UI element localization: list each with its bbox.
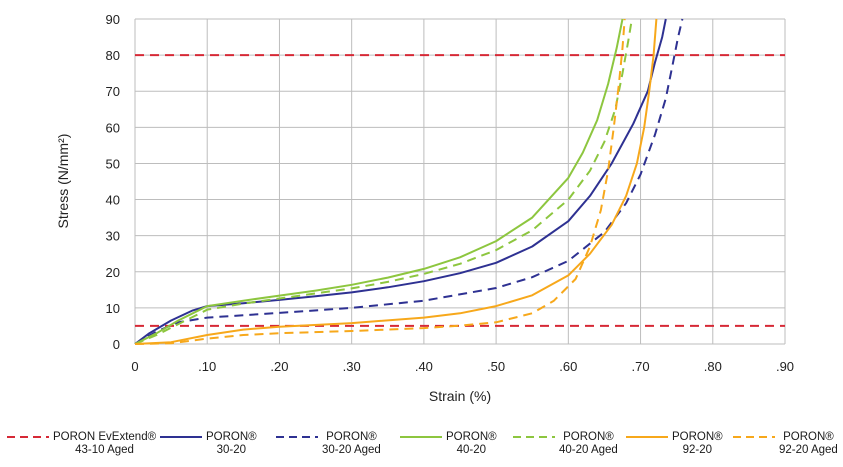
legend-swatch xyxy=(7,436,49,438)
x-tick-label: .80 xyxy=(704,359,722,374)
legend-swatch xyxy=(733,436,775,438)
stress-strain-chart: 0 .10 .20 .30 .40 .50 .60 .70 .80 .90 0 10 20 30 40 50… xyxy=(55,12,794,404)
legend-label: PORON® 40-20 Aged xyxy=(559,431,618,456)
x-tick-label: .30 xyxy=(343,359,361,374)
x-tick-label: .60 xyxy=(559,359,577,374)
legend-label: PORON® 40-20 xyxy=(446,431,497,456)
legend-item-poron-92-20: PORON® 92-20 xyxy=(624,431,723,457)
legend-label: PORON® 30-20 Aged xyxy=(322,431,381,456)
legend-item-poron-30-20-aged: PORON® 30-20 Aged xyxy=(274,431,381,457)
series-line-poron-40-20-aged xyxy=(134,18,633,345)
y-tick-label: 60 xyxy=(106,120,120,135)
legend-swatch xyxy=(513,436,555,438)
y-tick-label: 30 xyxy=(106,229,120,244)
legend-swatch xyxy=(400,436,442,438)
legend-label: PORON EvExtend® 43-10 Aged xyxy=(53,431,157,456)
y-tick-label: 40 xyxy=(106,193,120,208)
legend-item-poron-40-20: PORON® 40-20 xyxy=(398,431,497,457)
x-axis-title: Strain (%) xyxy=(429,388,491,404)
x-tick-label: .90 xyxy=(776,359,794,374)
series-line-poron-40-20 xyxy=(134,18,624,345)
y-axis-ticks: 0 10 20 30 40 50 60 70 80 90 xyxy=(106,12,120,352)
legend-label: PORON® 92-20 Aged xyxy=(779,431,838,456)
series-line-poron-30-20 xyxy=(134,18,667,345)
y-tick-label: 90 xyxy=(106,12,120,27)
x-tick-label: .50 xyxy=(487,359,505,374)
legend-item-poron-30-20: PORON® 30-20 xyxy=(158,431,257,457)
legend-swatch xyxy=(626,436,668,438)
x-tick-label: .70 xyxy=(632,359,650,374)
x-axis-ticks: 0 .10 .20 .30 .40 .50 .60 .70 .80 .90 xyxy=(131,359,794,374)
series-layer xyxy=(134,18,785,345)
legend-swatch xyxy=(276,436,318,438)
x-tick-label: .40 xyxy=(415,359,433,374)
x-tick-label: .20 xyxy=(270,359,288,374)
legend-item-poron-40-20-aged: PORON® 40-20 Aged xyxy=(511,431,618,457)
x-tick-label: .10 xyxy=(198,359,216,374)
y-tick-label: 20 xyxy=(106,265,120,280)
legend-label: PORON® 92-20 xyxy=(672,431,723,456)
series-line-poron-92-20-aged xyxy=(134,18,626,345)
legend: PORON EvExtend® 43-10 Aged PORON® 30-20 PORO… xyxy=(0,431,843,467)
legend-label: PORON® 30-20 xyxy=(206,431,257,456)
series-line-poron-92-20 xyxy=(134,18,658,345)
x-tick-label: 0 xyxy=(131,359,138,374)
y-tick-label: 0 xyxy=(113,337,120,352)
gridlines xyxy=(134,18,786,345)
legend-swatch xyxy=(160,436,202,438)
y-tick-label: 70 xyxy=(106,84,120,99)
legend-item-poron-92-20-aged: PORON® 92-20 Aged xyxy=(731,431,838,457)
legend-item-poron-evextend-43-10-aged: PORON EvExtend® 43-10 Aged xyxy=(5,431,156,457)
series-line-poron-30-20-aged xyxy=(134,18,684,345)
y-tick-label: 80 xyxy=(106,48,120,63)
y-axis-title: Stress (N/mm²) xyxy=(55,134,71,229)
y-tick-label: 50 xyxy=(106,156,120,171)
y-tick-label: 10 xyxy=(106,301,120,316)
